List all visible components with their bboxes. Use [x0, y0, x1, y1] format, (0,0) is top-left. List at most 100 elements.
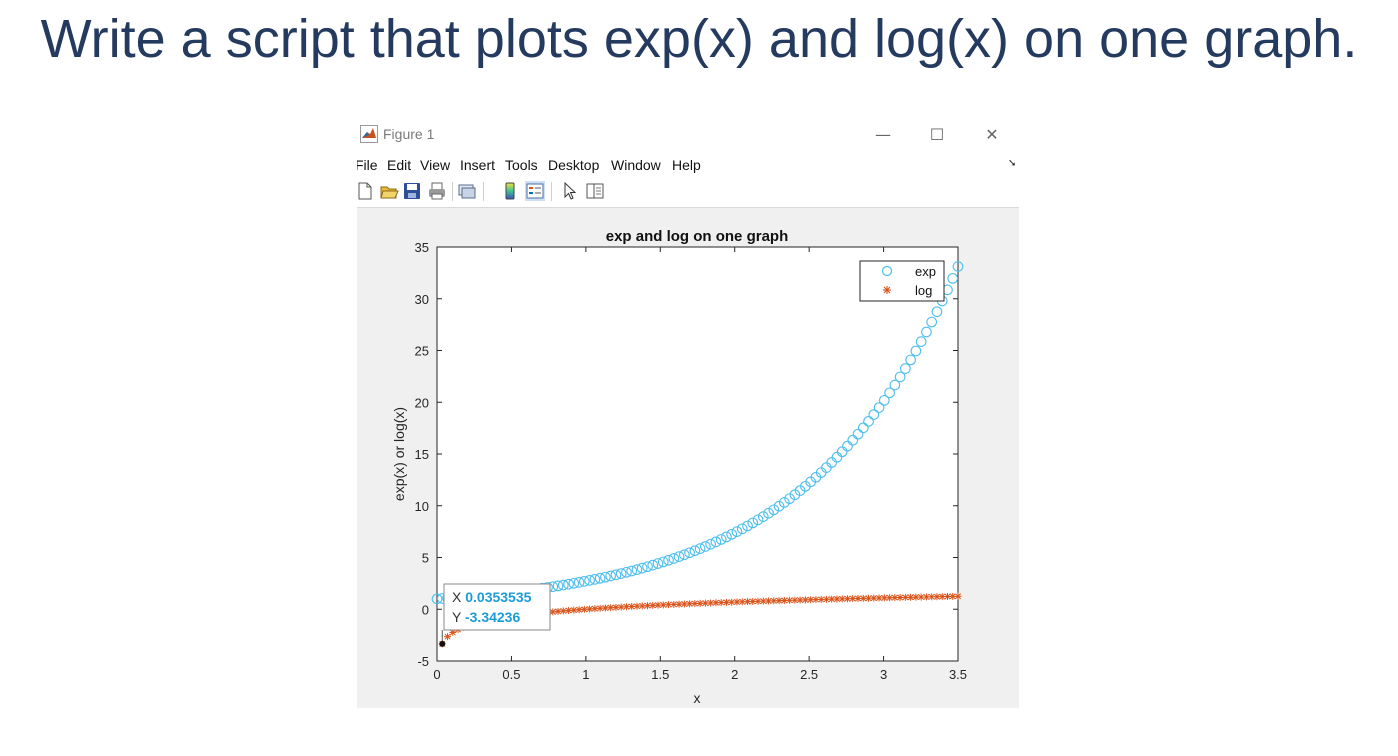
- exp-point: [642, 561, 653, 573]
- menu-view[interactable]: View: [420, 157, 451, 173]
- exp-point: [652, 558, 664, 569]
- exp-point: [878, 394, 890, 406]
- exp-point: [705, 538, 717, 550]
- maximize-button[interactable]: ☐: [929, 125, 945, 144]
- log-point: [722, 598, 730, 606]
- exp-point: [726, 528, 738, 540]
- window-title: Figure 1: [383, 126, 435, 142]
- exp-point: [568, 577, 580, 589]
- axis-ticks: 0 0.5 1 1.5 2 2.5 3 3.5 -5 0 5 10 15 20 25 30 35: [415, 240, 968, 682]
- x-tick-label: 1.5: [651, 667, 669, 682]
- menu-help[interactable]: Help: [672, 157, 701, 173]
- exp-point: [715, 534, 727, 545]
- legend-icon[interactable]: [525, 181, 545, 201]
- open-file-icon[interactable]: [379, 181, 399, 201]
- toolbar-separator: [551, 182, 552, 201]
- exp-point: [573, 577, 585, 588]
- log-point: [633, 602, 641, 610]
- log-point: [865, 594, 873, 602]
- x-tick-label: 2: [731, 667, 738, 682]
- exp-point: [721, 531, 732, 543]
- figure-window: Figure 1 — ☐ ✕ File Edit View Insert Too…: [357, 116, 1019, 708]
- log-point: [954, 592, 962, 600]
- log-point: [670, 600, 678, 608]
- plot-area[interactable]: exp and log on one graph 0 0.5 1 1.5 2 2.5 3 3.…: [357, 208, 1019, 708]
- log-point: [796, 596, 804, 604]
- log-point: [896, 594, 904, 602]
- exp-point: [900, 363, 911, 374]
- exp-point: [584, 575, 595, 586]
- exp-point: [742, 520, 753, 532]
- matlab-logo-icon: [360, 125, 378, 143]
- exp-point: [563, 578, 574, 590]
- link-plot-icon[interactable]: [457, 181, 477, 201]
- print-icon[interactable]: [427, 181, 447, 201]
- log-point: [917, 593, 925, 601]
- exp-point: [663, 554, 674, 566]
- x-tick-label: 1: [582, 667, 589, 682]
- log-point: [791, 596, 799, 604]
- exp-point: [694, 543, 706, 554]
- colorbar-icon[interactable]: [500, 181, 520, 201]
- exp-point: [857, 422, 869, 434]
- log-point: [759, 597, 767, 605]
- log-point: [696, 599, 704, 607]
- menu-desktop[interactable]: Desktop: [548, 157, 600, 173]
- menu-insert[interactable]: Insert: [460, 157, 496, 173]
- toolbar-separator: [452, 182, 453, 201]
- exp-point: [605, 570, 617, 582]
- log-point: [675, 600, 683, 608]
- save-icon[interactable]: [402, 181, 422, 201]
- exp-point: [852, 428, 864, 440]
- menubar: File Edit View Insert Tools Desktop Wind…: [357, 154, 1019, 176]
- log-point: [880, 594, 888, 602]
- log-point: [849, 595, 857, 603]
- exp-point: [915, 336, 927, 347]
- close-button[interactable]: ✕: [985, 125, 999, 144]
- exp-point: [610, 569, 622, 581]
- property-inspector-icon[interactable]: [585, 181, 605, 201]
- log-point: [859, 594, 867, 602]
- exp-point: [736, 523, 748, 535]
- legend[interactable]: exp log: [859, 260, 945, 302]
- exp-point: [952, 261, 964, 272]
- legend-exp-label: exp: [915, 264, 936, 279]
- exp-point: [657, 556, 669, 568]
- data-tip[interactable]: X 0.0353535 Y -3.34236: [439, 583, 551, 647]
- y-tick-label: -5: [417, 654, 429, 669]
- window-titlebar[interactable]: Figure 1 — ☐ ✕: [357, 116, 1019, 154]
- minimize-button[interactable]: —: [875, 125, 891, 144]
- new-figure-icon[interactable]: [357, 181, 375, 201]
- log-point: [554, 607, 562, 615]
- pointer-icon[interactable]: [560, 181, 580, 201]
- dock-arrow-icon[interactable]: ➘: [1008, 158, 1017, 169]
- log-point: [586, 605, 594, 613]
- exp-point: [710, 536, 722, 548]
- exp-point: [731, 526, 743, 537]
- exp-point: [684, 547, 695, 559]
- x-tick-label: 0: [433, 667, 440, 682]
- log-point: [622, 603, 630, 611]
- log-point: [901, 593, 909, 601]
- exp-point: [621, 566, 632, 578]
- exp-point: [868, 409, 880, 420]
- log-point: [717, 599, 725, 607]
- menu-window[interactable]: Window: [611, 157, 661, 173]
- exp-point: [763, 507, 774, 519]
- exp-point: [600, 571, 611, 583]
- menu-tools[interactable]: Tools: [505, 157, 538, 173]
- exp-point: [557, 579, 569, 591]
- exp-point: [636, 562, 648, 574]
- menu-file[interactable]: File: [357, 157, 378, 173]
- y-tick-label: 0: [422, 602, 429, 617]
- exp-point: [884, 387, 895, 399]
- log-point: [854, 594, 862, 602]
- menu-edit[interactable]: Edit: [387, 157, 412, 173]
- log-point: [828, 595, 836, 603]
- x-tick-label: 3.5: [949, 667, 967, 682]
- legend-log-marker-icon: [883, 286, 891, 294]
- data-tip-point: [439, 640, 446, 647]
- x-tick-label: 2.5: [800, 667, 818, 682]
- x-axis-label: x: [694, 690, 701, 706]
- exp-point: [842, 440, 853, 452]
